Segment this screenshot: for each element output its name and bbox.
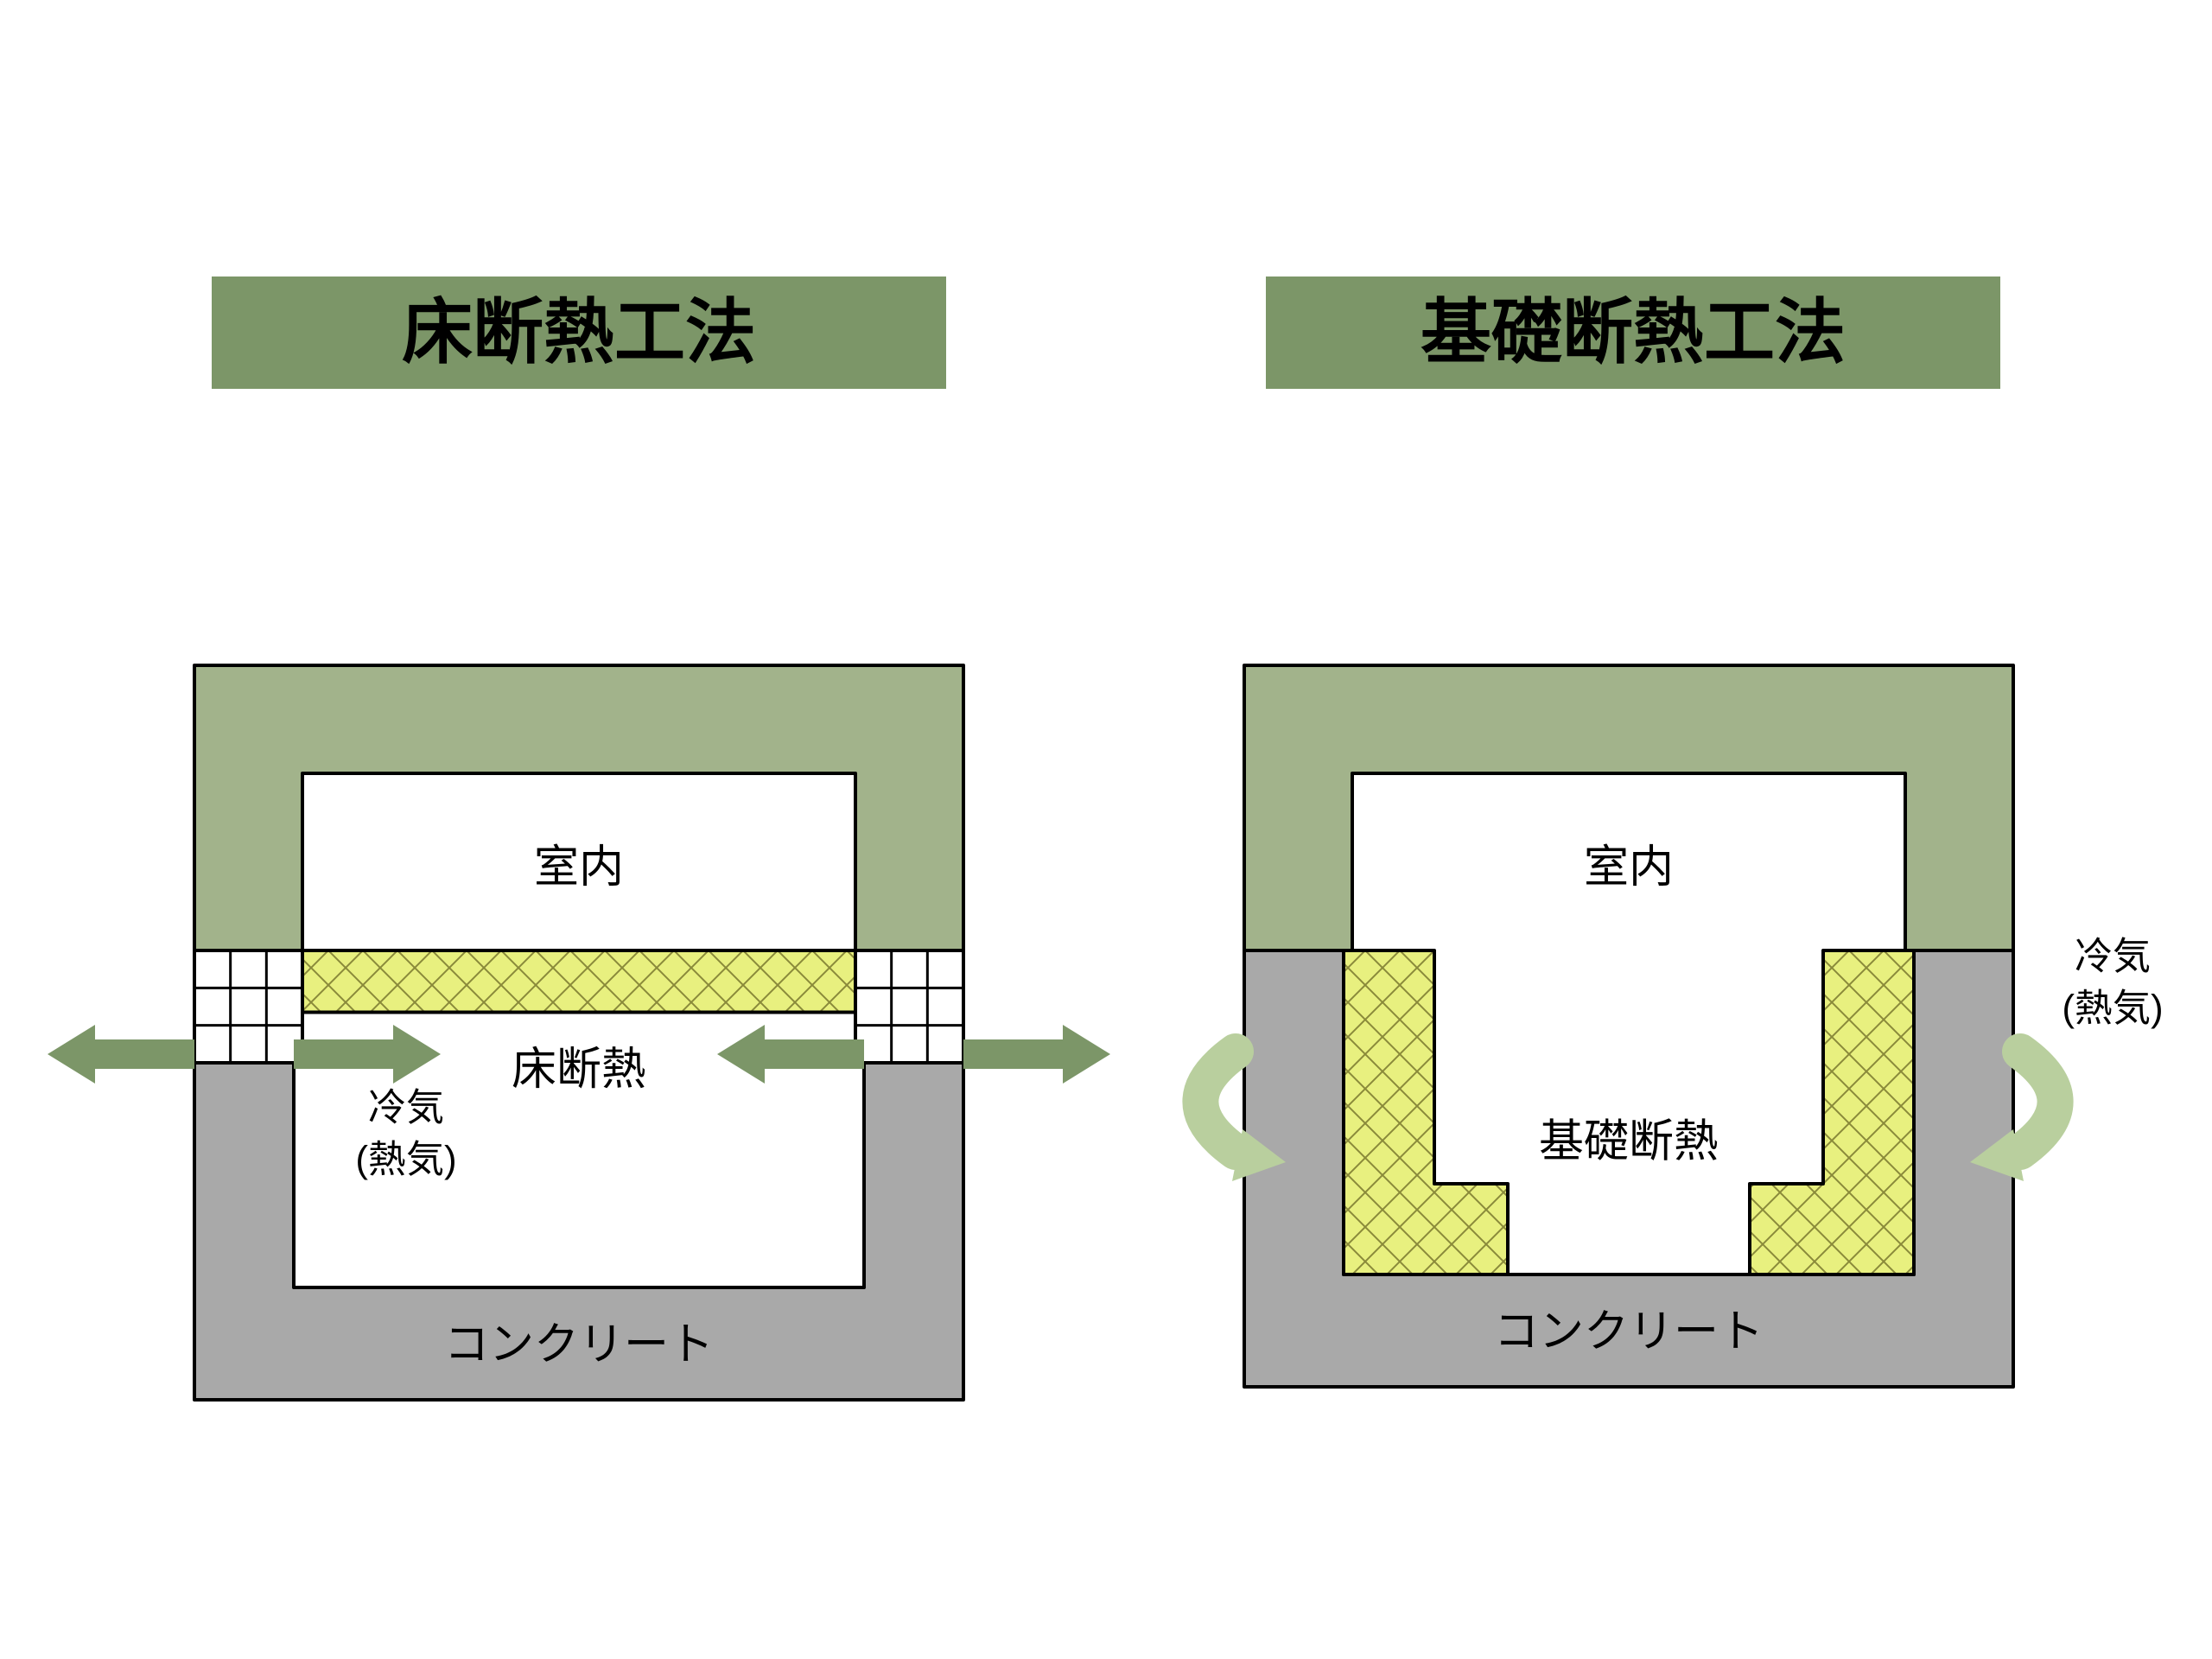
header-title-left: 床断熱工法 — [402, 294, 756, 372]
header-title-right: 基礎断熱工法 — [1421, 294, 1846, 372]
right-bounce-right — [2020, 1052, 2056, 1152]
right-label-interior: 室内 — [1584, 842, 1674, 893]
right-ins-left — [1344, 950, 1508, 1274]
right-label-concrete: コンクリート — [1494, 1307, 1764, 1357]
left-arrow-out-right — [963, 1025, 1110, 1084]
right-label-cold2: (熱気) — [2062, 988, 2163, 1030]
diagram-canvas: 床断熱工法 基礎断熱工法室内床断熱コンクリート 冷気 (熱気) 室内基礎断熱コンクリート… — [0, 0, 2212, 1659]
left-wall — [194, 665, 963, 950]
right-ins-right — [1750, 950, 1914, 1274]
left-label-cold2: (熱気) — [355, 1139, 456, 1181]
right-label-cold1: 冷気 — [2075, 936, 2151, 978]
right-label-found-ins: 基礎断熱 — [1539, 1117, 1719, 1167]
left-insulation — [302, 950, 855, 1013]
left-vent-right — [855, 950, 963, 1063]
left-arrow-out-left — [48, 1025, 194, 1084]
left-label-concrete: コンクリート — [444, 1320, 714, 1370]
left-label-cold1: 冷気 — [368, 1087, 444, 1129]
left-arrow-in-left — [294, 1025, 441, 1084]
right-wall — [1244, 665, 2013, 950]
left-arrow-in-right — [717, 1025, 864, 1084]
left-vent-left — [194, 950, 302, 1063]
left-label-interior: 室内 — [534, 842, 624, 893]
left-label-floor-ins: 床断熱 — [512, 1045, 646, 1095]
right-bounce-left — [1200, 1052, 1236, 1152]
